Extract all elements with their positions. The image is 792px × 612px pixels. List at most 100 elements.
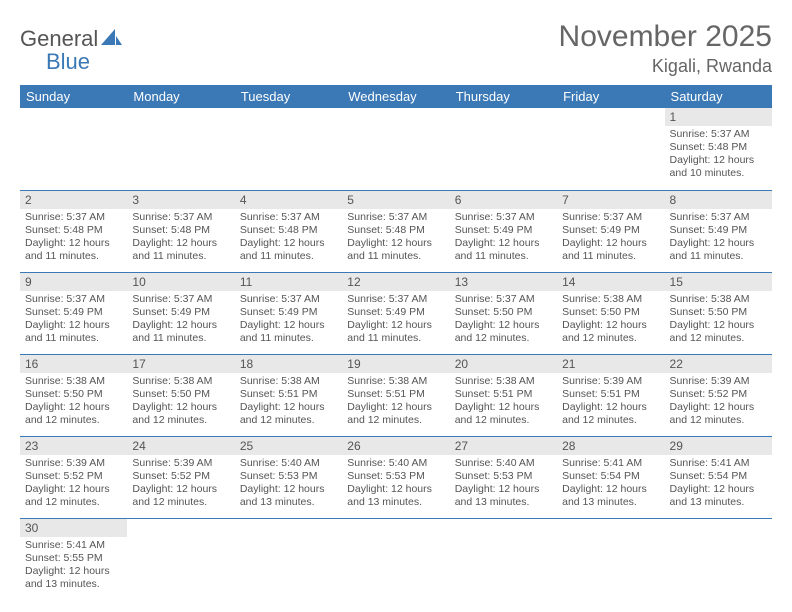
day-cell: 1Sunrise: 5:37 AMSunset: 5:48 PMDaylight…: [665, 108, 772, 190]
empty-cell: [235, 518, 342, 600]
day-number: 10: [127, 273, 234, 291]
day-details: Sunrise: 5:37 AMSunset: 5:49 PMDaylight:…: [20, 291, 127, 350]
day-details: Sunrise: 5:41 AMSunset: 5:55 PMDaylight:…: [20, 537, 127, 596]
day-details: Sunrise: 5:38 AMSunset: 5:51 PMDaylight:…: [235, 373, 342, 432]
day-details: Sunrise: 5:39 AMSunset: 5:52 PMDaylight:…: [127, 455, 234, 514]
day-number: 24: [127, 437, 234, 455]
calendar-row: 16Sunrise: 5:38 AMSunset: 5:50 PMDayligh…: [20, 354, 772, 436]
day-details: Sunrise: 5:37 AMSunset: 5:49 PMDaylight:…: [235, 291, 342, 350]
day-number: 18: [235, 355, 342, 373]
day-number: 6: [450, 191, 557, 209]
day-details: Sunrise: 5:38 AMSunset: 5:50 PMDaylight:…: [557, 291, 664, 350]
day-details: Sunrise: 5:39 AMSunset: 5:52 PMDaylight:…: [665, 373, 772, 432]
day-details: Sunrise: 5:37 AMSunset: 5:49 PMDaylight:…: [127, 291, 234, 350]
day-details: Sunrise: 5:37 AMSunset: 5:49 PMDaylight:…: [665, 209, 772, 268]
empty-cell: [342, 108, 449, 190]
day-cell: 3Sunrise: 5:37 AMSunset: 5:48 PMDaylight…: [127, 190, 234, 272]
day-cell: 21Sunrise: 5:39 AMSunset: 5:51 PMDayligh…: [557, 354, 664, 436]
weekday-header: Monday: [127, 85, 234, 108]
day-cell: 10Sunrise: 5:37 AMSunset: 5:49 PMDayligh…: [127, 272, 234, 354]
day-cell: 27Sunrise: 5:40 AMSunset: 5:53 PMDayligh…: [450, 436, 557, 518]
day-number: 11: [235, 273, 342, 291]
day-cell: 4Sunrise: 5:37 AMSunset: 5:48 PMDaylight…: [235, 190, 342, 272]
calendar-row: 2Sunrise: 5:37 AMSunset: 5:48 PMDaylight…: [20, 190, 772, 272]
sail-icon: [101, 27, 123, 53]
weekday-header: Wednesday: [342, 85, 449, 108]
empty-cell: [127, 518, 234, 600]
day-number: 14: [557, 273, 664, 291]
day-number: 25: [235, 437, 342, 455]
day-cell: 26Sunrise: 5:40 AMSunset: 5:53 PMDayligh…: [342, 436, 449, 518]
day-cell: 15Sunrise: 5:38 AMSunset: 5:50 PMDayligh…: [665, 272, 772, 354]
title-block: November 2025 Kigali, Rwanda: [559, 20, 772, 77]
empty-cell: [450, 518, 557, 600]
day-details: Sunrise: 5:41 AMSunset: 5:54 PMDaylight:…: [665, 455, 772, 514]
empty-cell: [557, 518, 664, 600]
weekday-header: Saturday: [665, 85, 772, 108]
day-number: 7: [557, 191, 664, 209]
day-cell: 29Sunrise: 5:41 AMSunset: 5:54 PMDayligh…: [665, 436, 772, 518]
day-cell: 22Sunrise: 5:39 AMSunset: 5:52 PMDayligh…: [665, 354, 772, 436]
day-details: Sunrise: 5:37 AMSunset: 5:48 PMDaylight:…: [665, 126, 772, 185]
day-details: Sunrise: 5:37 AMSunset: 5:48 PMDaylight:…: [235, 209, 342, 268]
month-title: November 2025: [559, 20, 772, 54]
day-cell: 20Sunrise: 5:38 AMSunset: 5:51 PMDayligh…: [450, 354, 557, 436]
day-cell: 11Sunrise: 5:37 AMSunset: 5:49 PMDayligh…: [235, 272, 342, 354]
day-number: 13: [450, 273, 557, 291]
empty-cell: [450, 108, 557, 190]
day-details: Sunrise: 5:37 AMSunset: 5:48 PMDaylight:…: [342, 209, 449, 268]
day-number: 15: [665, 273, 772, 291]
day-cell: 25Sunrise: 5:40 AMSunset: 5:53 PMDayligh…: [235, 436, 342, 518]
day-number: 29: [665, 437, 772, 455]
day-details: Sunrise: 5:38 AMSunset: 5:50 PMDaylight:…: [127, 373, 234, 432]
day-details: Sunrise: 5:37 AMSunset: 5:48 PMDaylight:…: [20, 209, 127, 268]
day-cell: 6Sunrise: 5:37 AMSunset: 5:49 PMDaylight…: [450, 190, 557, 272]
empty-cell: [127, 108, 234, 190]
day-details: Sunrise: 5:37 AMSunset: 5:49 PMDaylight:…: [450, 209, 557, 268]
calendar-row: 1Sunrise: 5:37 AMSunset: 5:48 PMDaylight…: [20, 108, 772, 190]
day-cell: 12Sunrise: 5:37 AMSunset: 5:49 PMDayligh…: [342, 272, 449, 354]
day-details: Sunrise: 5:41 AMSunset: 5:54 PMDaylight:…: [557, 455, 664, 514]
day-cell: 9Sunrise: 5:37 AMSunset: 5:49 PMDaylight…: [20, 272, 127, 354]
day-details: Sunrise: 5:38 AMSunset: 5:51 PMDaylight:…: [342, 373, 449, 432]
day-cell: 23Sunrise: 5:39 AMSunset: 5:52 PMDayligh…: [20, 436, 127, 518]
day-number: 1: [665, 108, 772, 126]
day-number: 16: [20, 355, 127, 373]
calendar-row: 9Sunrise: 5:37 AMSunset: 5:49 PMDaylight…: [20, 272, 772, 354]
weekday-header: Friday: [557, 85, 664, 108]
day-number: 21: [557, 355, 664, 373]
calendar-row: 30Sunrise: 5:41 AMSunset: 5:55 PMDayligh…: [20, 518, 772, 600]
day-cell: 30Sunrise: 5:41 AMSunset: 5:55 PMDayligh…: [20, 518, 127, 600]
day-details: Sunrise: 5:37 AMSunset: 5:50 PMDaylight:…: [450, 291, 557, 350]
day-number: 27: [450, 437, 557, 455]
day-cell: 17Sunrise: 5:38 AMSunset: 5:50 PMDayligh…: [127, 354, 234, 436]
day-number: 19: [342, 355, 449, 373]
day-cell: 16Sunrise: 5:38 AMSunset: 5:50 PMDayligh…: [20, 354, 127, 436]
day-details: Sunrise: 5:37 AMSunset: 5:49 PMDaylight:…: [557, 209, 664, 268]
brand-logo: General Blue: [20, 26, 126, 75]
day-number: 17: [127, 355, 234, 373]
day-number: 30: [20, 519, 127, 537]
day-cell: 19Sunrise: 5:38 AMSunset: 5:51 PMDayligh…: [342, 354, 449, 436]
day-details: Sunrise: 5:38 AMSunset: 5:51 PMDaylight:…: [450, 373, 557, 432]
day-details: Sunrise: 5:38 AMSunset: 5:50 PMDaylight:…: [20, 373, 127, 432]
brand-part1: General: [20, 26, 98, 51]
empty-cell: [342, 518, 449, 600]
day-number: 20: [450, 355, 557, 373]
day-details: Sunrise: 5:37 AMSunset: 5:49 PMDaylight:…: [342, 291, 449, 350]
weekday-header: Thursday: [450, 85, 557, 108]
day-number: 5: [342, 191, 449, 209]
weekday-header: Tuesday: [235, 85, 342, 108]
day-number: 3: [127, 191, 234, 209]
empty-cell: [235, 108, 342, 190]
day-number: 2: [20, 191, 127, 209]
empty-cell: [20, 108, 127, 190]
day-cell: 24Sunrise: 5:39 AMSunset: 5:52 PMDayligh…: [127, 436, 234, 518]
day-number: 26: [342, 437, 449, 455]
day-number: 22: [665, 355, 772, 373]
calendar-table: Sunday Monday Tuesday Wednesday Thursday…: [20, 85, 772, 600]
day-number: 28: [557, 437, 664, 455]
day-number: 8: [665, 191, 772, 209]
day-cell: 8Sunrise: 5:37 AMSunset: 5:49 PMDaylight…: [665, 190, 772, 272]
day-cell: 18Sunrise: 5:38 AMSunset: 5:51 PMDayligh…: [235, 354, 342, 436]
